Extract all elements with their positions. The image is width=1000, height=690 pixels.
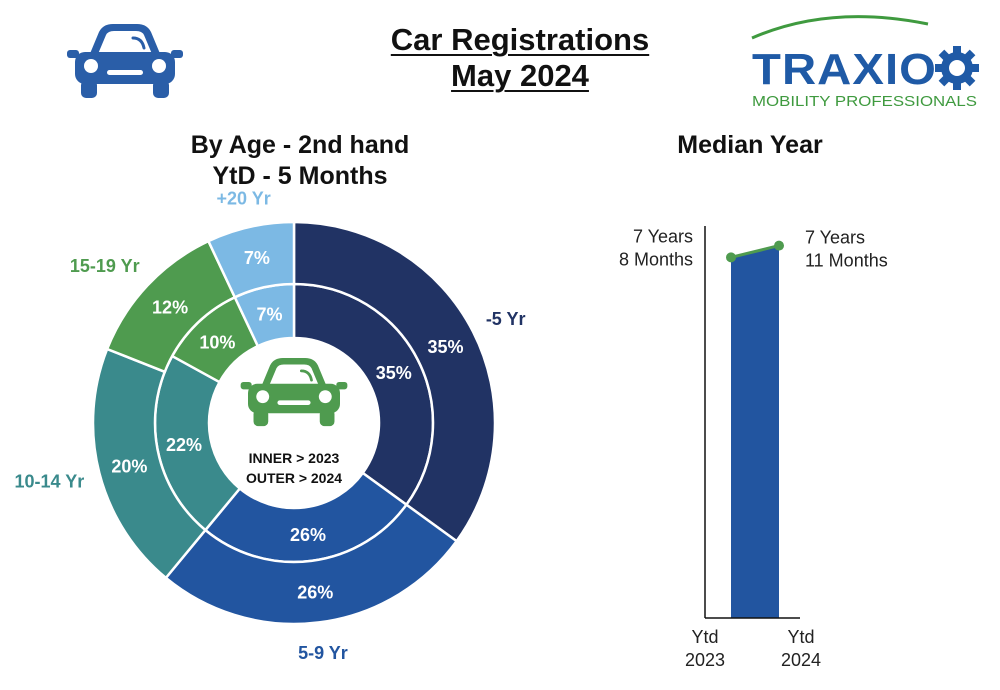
donut-chart-title: By Age - 2nd hand YtD - 5 Months: [120, 130, 480, 192]
page-title: Car Registrations May 2024: [340, 22, 700, 94]
logo-swoosh: [751, 15, 929, 40]
median-point-0: [726, 252, 736, 263]
donut-title-text: By Age - 2nd hand: [190, 131, 410, 159]
value-label-0-1: 8 Months: [619, 249, 693, 269]
median-chart-title: Median Year: [677, 131, 823, 159]
inner-slice-label-2: 22%: [166, 435, 202, 455]
outer-slice-label-3: 12%: [152, 298, 188, 318]
value-label-0-0: 7 Years: [633, 226, 693, 246]
median-point-1: [774, 240, 784, 251]
outer-slice-label-4: 7%: [244, 248, 270, 268]
car-icon: [67, 24, 183, 98]
outer-slice-label-1: 26%: [297, 583, 333, 603]
value-label-1-0: 7 Years: [805, 228, 865, 248]
category-label-4: +20 Yr: [216, 189, 270, 209]
gear-icon: [935, 46, 979, 90]
x-tick-label-1-0: Ytd: [787, 627, 814, 647]
car-icon: [240, 358, 348, 427]
logo-tagline: MOBILITY PROFESSIONALS: [752, 93, 977, 110]
x-tick-label-0-1: 2023: [685, 650, 725, 670]
x-tick-label-1-1: 2024: [781, 650, 821, 670]
category-label-0: -5 Yr: [486, 309, 526, 329]
donut-chart: 35% 26% 22% 10% 7% 35% 26% 20% 12% 7% INNER > 2023…: [15, 189, 526, 664]
outer-slice-label-0: 35%: [427, 337, 463, 357]
inner-slice-label-0: 35%: [376, 363, 412, 383]
inner-slice-label-1: 26%: [290, 525, 326, 545]
category-label-2: 10-14 Yr: [15, 471, 85, 491]
logo-wordmark: TRAXIO: [752, 45, 937, 94]
title-line-2: May 2024: [451, 58, 589, 93]
outer-slice-0: [292, 220, 497, 543]
inner-slice-label-3: 10%: [199, 332, 235, 352]
donut-subtitle-text: YtD - 5 Months: [212, 162, 388, 190]
title-line-1: Car Registrations: [390, 22, 650, 57]
center-text-0: INNER > 2023: [249, 450, 340, 466]
median-bar: [731, 245, 779, 618]
median-year-chart: 7 Years 8 Months 7 Years 11 Months Ytd 2023 Yt…: [619, 226, 888, 670]
car-icon-shape: [67, 24, 183, 98]
inner-slice-label-4: 7%: [257, 305, 283, 325]
value-label-1-1: 11 Months: [805, 251, 888, 271]
center-text-1: OUTER > 2024: [246, 470, 342, 486]
category-label-1: 5-9 Yr: [298, 643, 348, 663]
donut-center: [211, 340, 377, 506]
outer-slice-label-2: 20%: [111, 456, 147, 476]
category-label-3: 15-19 Yr: [70, 256, 140, 276]
median-trend-line: [730, 244, 780, 259]
outer-slice-4: [206, 220, 296, 299]
x-tick-label-0-0: Ytd: [691, 627, 718, 647]
